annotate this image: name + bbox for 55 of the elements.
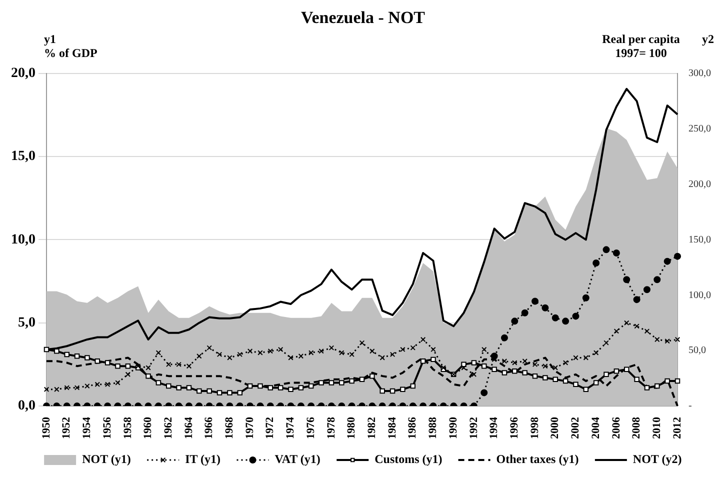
y-axis-title: % of GDP [44, 46, 98, 60]
y-tick-label: 10,0 [11, 232, 36, 248]
x-tick-label: 1968 [224, 416, 236, 439]
y2-tick-label: 50,0 [688, 345, 706, 356]
x-tick-label: 1972 [264, 416, 276, 439]
legend-label: VAT (y1) [274, 452, 320, 466]
legend-label: IT (y1) [185, 452, 221, 466]
x-tick-label: 1966 [203, 416, 216, 439]
x-tick-label: 2002 [570, 416, 582, 439]
x-tick-label: 1964 [182, 416, 195, 439]
y2-tick-label: - [688, 400, 692, 412]
legend-label: Customs (y1) [374, 452, 442, 466]
y2-axis-title: Real per capita 1997= 100 [601, 32, 681, 62]
x-tick-label: 2000 [549, 416, 562, 439]
x-tick-label: 1958 [122, 416, 134, 439]
x-tick-label: 1950 [40, 416, 52, 439]
x-tick-label: 2006 [610, 416, 622, 439]
x-tick-label: 1976 [304, 416, 317, 439]
x-tick-label: 1954 [81, 416, 94, 439]
x-tick-label: 1980 [346, 416, 358, 439]
x-tick-label: 1984 [386, 416, 398, 439]
x-tick-label: 2004 [590, 416, 602, 439]
text: y1 [44, 32, 57, 46]
y2-tick-label: 200,0 [688, 178, 711, 190]
x-tick-label: 1952 [60, 416, 73, 439]
x-tick-label: 1994 [488, 416, 500, 439]
y-tick-label: 20,0 [11, 66, 36, 82]
y2-tick-label: 150,0 [688, 234, 711, 246]
y2-tick-label: 300,0 [688, 68, 711, 80]
x-tick-label: 2008 [630, 416, 643, 439]
chart-title: Venezuela - NOT [300, 8, 426, 29]
x-tick-label: 1996 [508, 416, 521, 439]
x-tick-label: 1974 [284, 416, 297, 439]
x-tick-label: 1970 [244, 416, 256, 439]
x-tick-label: 1978 [325, 416, 338, 439]
y-tick-label: 15,0 [11, 149, 36, 164]
x-tick-label: 1960 [142, 416, 154, 439]
x-tick-label: 1990 [447, 416, 460, 439]
y2-tick-label: 100,0 [688, 290, 711, 301]
x-tick-label: 1986 [406, 416, 419, 439]
legend-label: Other taxes (y1) [496, 452, 579, 466]
y-tick-label: 0,0 [18, 398, 36, 414]
x-tick-label: 1962 [162, 416, 174, 439]
x-tick-label: 1982 [366, 416, 378, 439]
x-tick-label: 1988 [427, 416, 440, 439]
x-tick-label: 1998 [528, 416, 541, 439]
x-tick-label: 1956 [101, 416, 114, 439]
legend-label: NOT (y2) [632, 452, 682, 466]
x-tick-label: 2010 [650, 416, 663, 439]
legend-label: NOT (y1) [82, 452, 131, 466]
x-tick-label: 2012 [671, 416, 684, 439]
x-tick-label: 1992 [468, 416, 480, 439]
text: y2 [702, 32, 714, 48]
y-tick-label: 5,0 [18, 315, 36, 330]
y2-tick-label: 250,0 [688, 123, 711, 134]
